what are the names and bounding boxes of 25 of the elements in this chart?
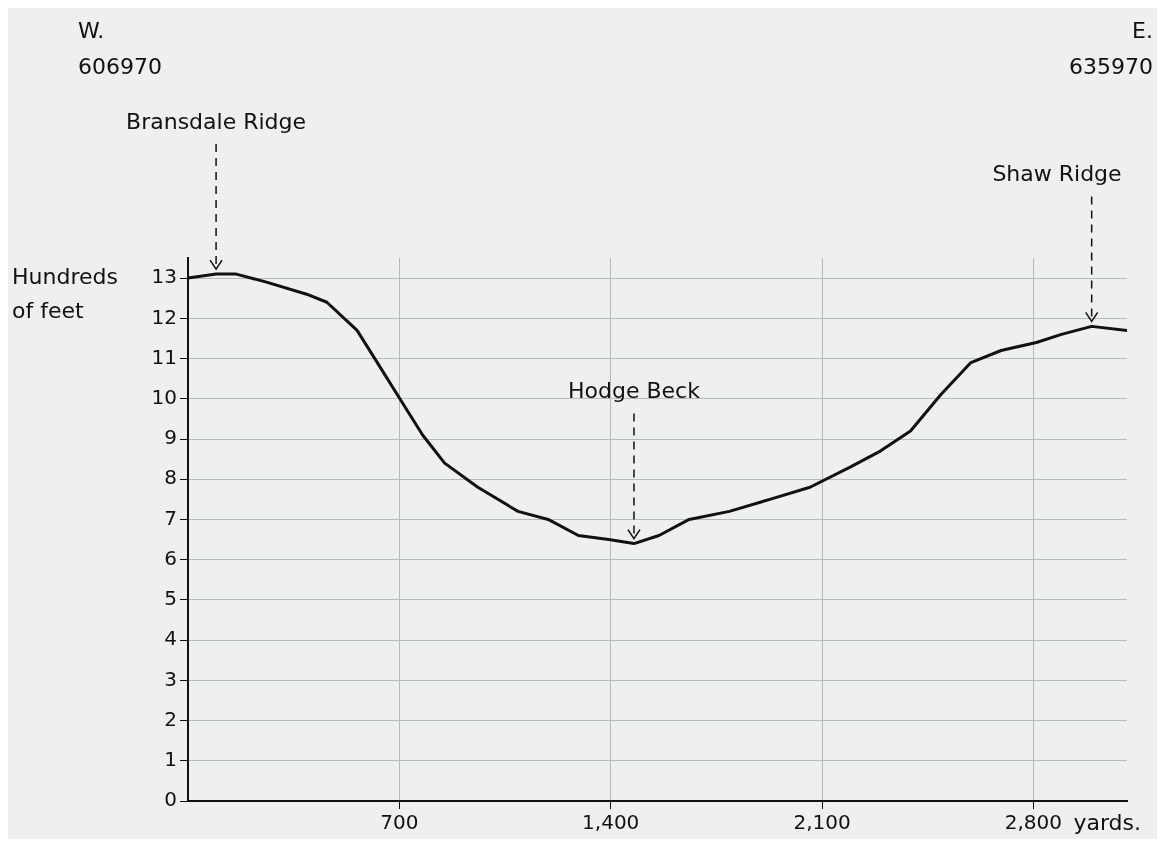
y-tick-label: 1 (164, 746, 177, 771)
annotation: Bransdale Ridge (126, 108, 307, 134)
x-axis-title: yards. (1073, 809, 1141, 835)
y-tick-label: 7 (164, 505, 177, 530)
x-tick-label: 700 (380, 810, 419, 835)
y-tick-label: 9 (164, 425, 177, 450)
text: W. 606970 (78, 18, 162, 79)
annotation: Shaw Ridge (992, 161, 1122, 187)
x-tick-label: 2,100 (793, 810, 851, 835)
x-tick-label: 2,800 (1004, 810, 1063, 835)
y-tick-label: 6 (164, 545, 177, 570)
x-tick-label: 1,400 (582, 810, 640, 835)
y-tick-label: 0 (164, 787, 177, 812)
y-tick-label: 12 (151, 304, 177, 329)
text: E. 635970 (1069, 18, 1153, 79)
y-axis-title: Hundreds of feet (12, 263, 118, 323)
y-tick-label: 2 (164, 706, 177, 731)
y-tick-label: 5 (164, 586, 177, 611)
y-tick-label: 13 (151, 264, 177, 289)
y-tick-label: 8 (164, 465, 177, 490)
annotation: Hodge Beck (567, 378, 701, 404)
y-tick-label: 3 (164, 666, 177, 691)
y-tick-label: 4 (164, 626, 177, 651)
y-tick-label: 10 (151, 384, 177, 409)
y-tick-label: 11 (151, 344, 177, 369)
